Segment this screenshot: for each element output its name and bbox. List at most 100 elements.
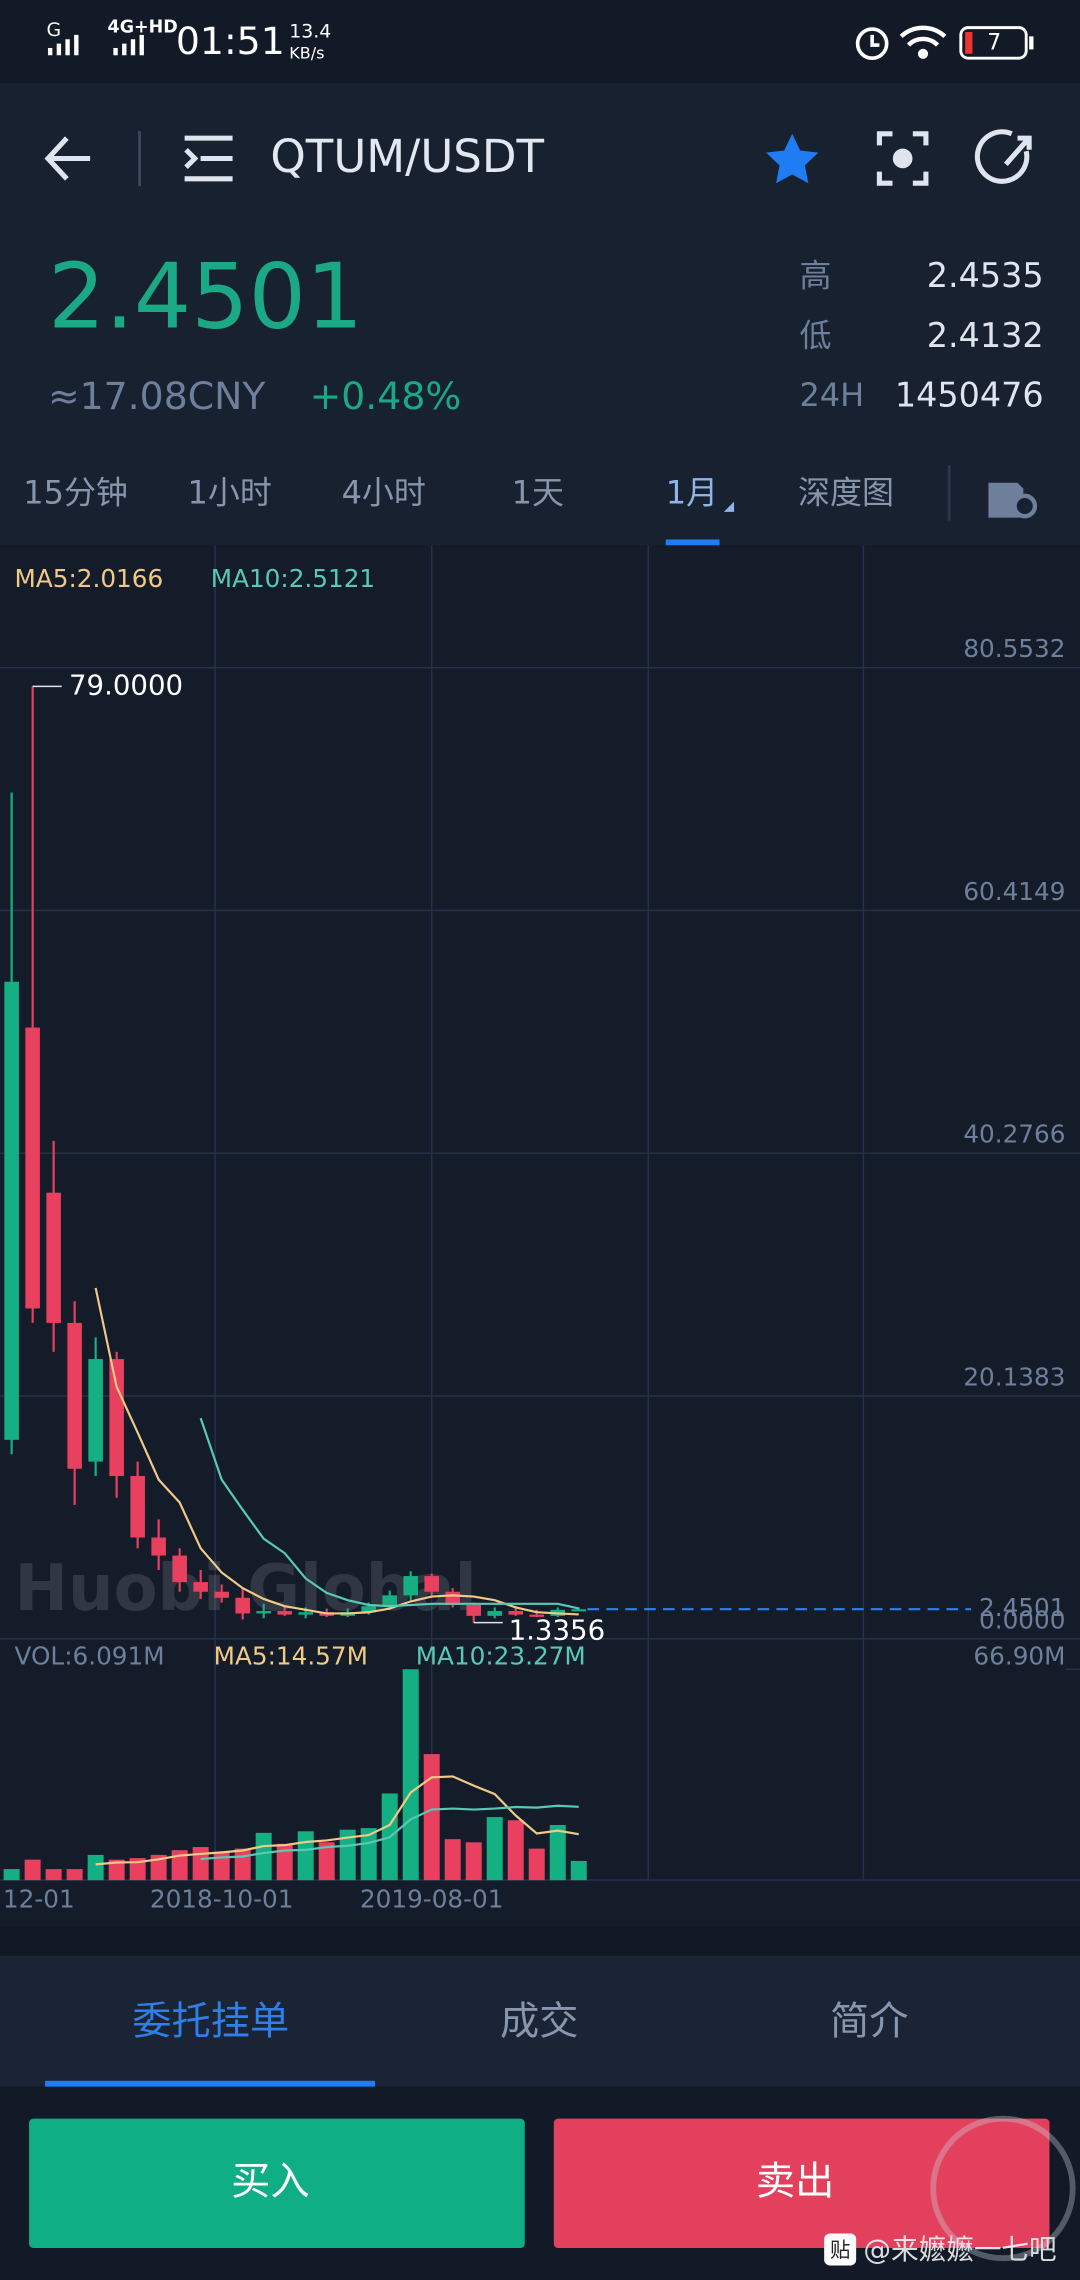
spacer	[0, 1926, 1080, 1956]
candle-body	[130, 1476, 145, 1538]
legend-volume: VOL:6.091M	[15, 1642, 165, 1671]
candle-body	[529, 1614, 544, 1617]
kline-chart: 0.0000 20.1383 40.2766 60.4149 80.5532 66.90M…	[0, 634, 1080, 1913]
volume-bar	[423, 1754, 440, 1881]
low-label: 低	[799, 316, 831, 354]
interval-tab[interactable]: 4小时	[342, 473, 426, 511]
volume-bar	[339, 1829, 356, 1881]
chart-settings-button[interactable]	[988, 482, 1038, 519]
volume-bar	[192, 1847, 209, 1881]
volume-bar	[87, 1854, 104, 1881]
candle-body	[508, 1611, 523, 1615]
y-tick-label: 66.90M	[973, 1642, 1065, 1671]
min-label: 1.3356	[509, 1613, 606, 1646]
signal-icon	[47, 34, 144, 56]
volume-bar	[150, 1854, 167, 1881]
high-value: 2.4535	[927, 256, 1044, 295]
net-speed: 13.4	[289, 20, 331, 42]
legend-vol-ma5: MA5:14.57M	[214, 1642, 368, 1671]
watermark-badge: 贴	[830, 2238, 850, 2262]
volume-bar	[486, 1817, 503, 1881]
volume-bar	[234, 1848, 251, 1881]
net-speed-unit: KB/s	[289, 43, 324, 62]
x-tick-label: 12-01	[3, 1884, 75, 1913]
battery-tip	[1029, 36, 1034, 50]
volume-bar	[402, 1669, 419, 1881]
volume-label: 24H	[799, 376, 864, 414]
ma-line	[199, 1417, 579, 1610]
pair-title[interactable]: QTUM/USDT	[270, 130, 544, 183]
tabs-bg	[0, 1955, 1080, 2087]
candle-body	[67, 1322, 82, 1469]
active-underline	[665, 539, 720, 546]
battery-text: 7	[987, 31, 1001, 56]
tab[interactable]: 简介	[830, 2000, 908, 2045]
tab-underline	[45, 2080, 376, 2087]
volume-bar	[213, 1851, 230, 1881]
price-change: +0.48%	[310, 374, 462, 418]
sell-label: 卖出	[756, 2160, 834, 2205]
candle-body	[172, 1555, 187, 1583]
y-tick-label: 20.1383	[963, 1363, 1065, 1392]
interval-tab[interactable]: 1小时	[188, 473, 272, 511]
volume-bar	[570, 1860, 587, 1881]
watermark-badge-bg	[824, 2233, 857, 2266]
interval-tab-active[interactable]: 1月	[666, 473, 718, 511]
x-tick-label: 2018-10-01	[150, 1884, 294, 1913]
interval-tab[interactable]: 深度图	[798, 473, 894, 511]
y-tick-label: 60.4149	[963, 877, 1065, 906]
candle-body	[235, 1597, 250, 1614]
volume-bar	[507, 1820, 524, 1881]
volume-bar	[297, 1831, 314, 1881]
battery-level	[965, 31, 973, 54]
volume-bar	[108, 1859, 125, 1881]
status-bar-bg	[0, 0, 1080, 83]
clock: 01:51	[176, 19, 285, 63]
candle-body	[109, 1359, 124, 1477]
candle-body	[298, 1612, 313, 1615]
volume-bar	[3, 1869, 20, 1881]
ma-line	[200, 1804, 579, 1861]
menu-button[interactable]	[184, 135, 233, 182]
favorite-button[interactable]	[766, 133, 819, 184]
network: 4G+HD	[108, 18, 178, 38]
candle-body	[361, 1606, 376, 1613]
candle-body	[151, 1537, 166, 1556]
legend-vol-ma10: MA10:23.27M	[416, 1642, 586, 1671]
volume-bar	[255, 1832, 272, 1881]
candle-body	[466, 1604, 481, 1616]
candle-body	[256, 1611, 271, 1614]
volume-bar	[276, 1843, 293, 1881]
share-button[interactable]	[974, 129, 1032, 184]
sell-button[interactable]	[553, 2118, 1050, 2249]
interval-tab[interactable]: 15分钟	[23, 473, 128, 511]
volume-bar	[24, 1859, 41, 1881]
candle-body	[424, 1576, 439, 1592]
ma-line	[95, 1775, 579, 1866]
back-button[interactable]	[44, 136, 91, 181]
volume-bar	[45, 1869, 62, 1881]
buy-button[interactable]	[29, 2118, 525, 2249]
legend-ma5: MA5:2.0166	[15, 564, 164, 593]
volume-bar	[528, 1848, 545, 1881]
y-tick-label: 40.2766	[963, 1120, 1065, 1149]
candle-body	[214, 1591, 229, 1598]
y-tick-label: 80.5532	[963, 634, 1065, 663]
candle-body	[571, 1609, 587, 1612]
tab[interactable]: 成交	[500, 2000, 578, 2045]
volume-bar	[444, 1839, 461, 1881]
interval-tab[interactable]: 1天	[512, 473, 564, 511]
last-price: 2.4501	[48, 244, 363, 349]
battery-icon	[959, 26, 1028, 60]
tab-active[interactable]: 委托挂单	[132, 2000, 289, 2045]
volume-bar	[66, 1869, 83, 1881]
candle-body	[382, 1595, 397, 1607]
screenshot-button[interactable]	[876, 131, 929, 186]
volume-bar	[465, 1842, 482, 1881]
low-value: 2.4132	[927, 316, 1044, 355]
volume-bar	[318, 1842, 335, 1881]
candle-body	[88, 1359, 103, 1462]
candle-body	[277, 1611, 292, 1615]
